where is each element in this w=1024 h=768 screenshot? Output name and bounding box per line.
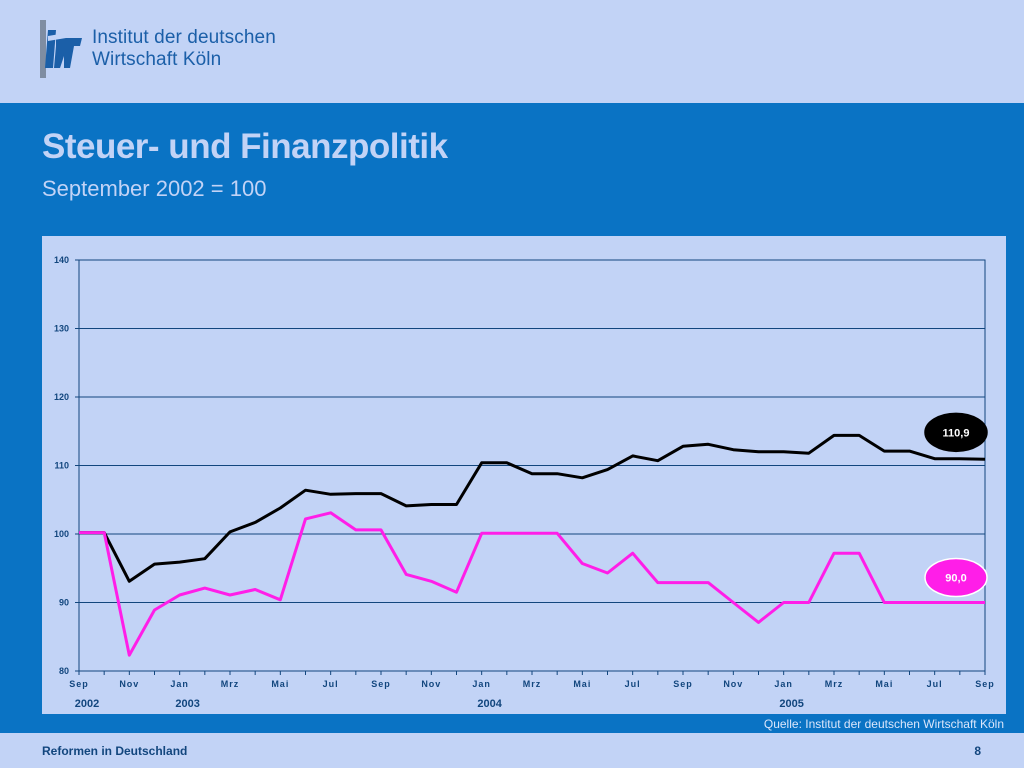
year-label: 2005 xyxy=(779,698,803,710)
line-chart: 80 90 100 110 120 130 140 Sep Nov Jan Mrz Mai Jul Sep… xyxy=(54,255,995,710)
header-bar: Institut der deutschen Wirtschaft Köln xyxy=(0,0,1024,103)
x-tick-label: Jan xyxy=(170,679,189,689)
x-tick-label: Mrz xyxy=(825,679,844,689)
y-tick-label: 130 xyxy=(54,324,69,334)
x-tick-label: Sep xyxy=(673,679,693,689)
iw-logo-icon xyxy=(40,20,84,78)
y-tick-label: 80 xyxy=(59,666,69,676)
logo-text: Institut der deutschen Wirtschaft Köln xyxy=(92,27,276,71)
y-tick-label: 120 xyxy=(54,392,69,402)
x-tick-label: Jul xyxy=(625,679,641,689)
x-tick-label: Jan xyxy=(472,679,491,689)
footer-bar: Reformen in Deutschland 8 xyxy=(0,733,1024,768)
x-tick-label: Mrz xyxy=(523,679,542,689)
x-tick-label: Sep xyxy=(69,679,89,689)
end-value-badge-2 xyxy=(924,557,988,598)
x-tick-label: Nov xyxy=(421,679,441,689)
x-tick-label: Jul xyxy=(927,679,943,689)
year-label: 2002 xyxy=(75,698,99,710)
end-value-badge-1 xyxy=(924,412,988,453)
page-number: 8 xyxy=(974,744,981,758)
x-tick-label: Jan xyxy=(774,679,793,689)
chart-panel: 80 90 100 110 120 130 140 Sep Nov Jan Mrz Mai Jul Sep… xyxy=(42,236,1006,714)
y-tick-label: 140 xyxy=(54,255,69,265)
x-tick-label: Nov xyxy=(119,679,139,689)
slide-title: Steuer- und Finanzpolitik xyxy=(42,127,448,166)
year-label: 2004 xyxy=(477,698,502,710)
year-label: 2003 xyxy=(175,698,199,710)
logo-line-1: Institut der deutschen xyxy=(92,27,276,48)
x-tick-label: Mrz xyxy=(221,679,240,689)
logo-line-2: Wirtschaft Köln xyxy=(92,49,222,70)
x-tick-label: Jul xyxy=(323,679,339,689)
end-value-label-1: 110,9 xyxy=(943,427,970,439)
x-tick-label: Mai xyxy=(573,679,591,689)
x-tick-label: Sep xyxy=(371,679,391,689)
series-line-1 xyxy=(79,433,986,583)
slide-subtitle: September 2002 = 100 xyxy=(42,176,267,201)
x-tick-label: Nov xyxy=(723,679,743,689)
y-tick-label: 110 xyxy=(54,461,69,471)
x-tick-label: Mai xyxy=(875,679,893,689)
footer-title: Reformen in Deutschland xyxy=(42,744,188,758)
x-tick-label: Sep xyxy=(975,679,995,689)
y-tick-label: 100 xyxy=(54,529,69,539)
y-tick-label: 90 xyxy=(59,598,69,608)
end-value-label-2: 90,0 xyxy=(945,573,966,585)
x-tick-label: Mai xyxy=(271,679,289,689)
source-note: Quelle: Institut der deutschen Wirtschaf… xyxy=(763,717,1004,731)
